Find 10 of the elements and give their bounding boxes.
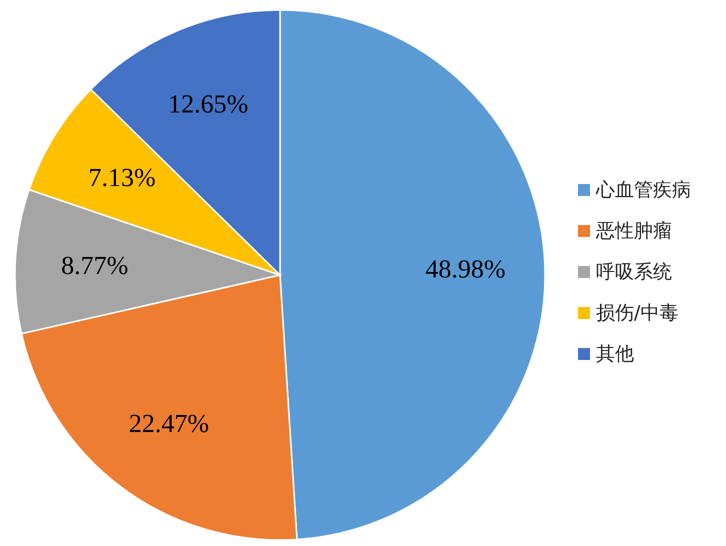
legend-label: 其他 (596, 343, 634, 365)
legend-label: 恶性肿瘤 (595, 220, 672, 242)
data-label: 12.65% (168, 89, 248, 118)
data-label: 48.98% (425, 254, 506, 284)
data-label: 7.13% (88, 163, 156, 192)
legend-label: 心血管疾病 (595, 179, 691, 201)
legend-label: 呼吸系统 (596, 261, 672, 283)
legend-label: 损伤/中毒 (596, 302, 678, 324)
data-label: 22.47% (128, 409, 210, 438)
data-label: 8.77% (61, 250, 128, 280)
